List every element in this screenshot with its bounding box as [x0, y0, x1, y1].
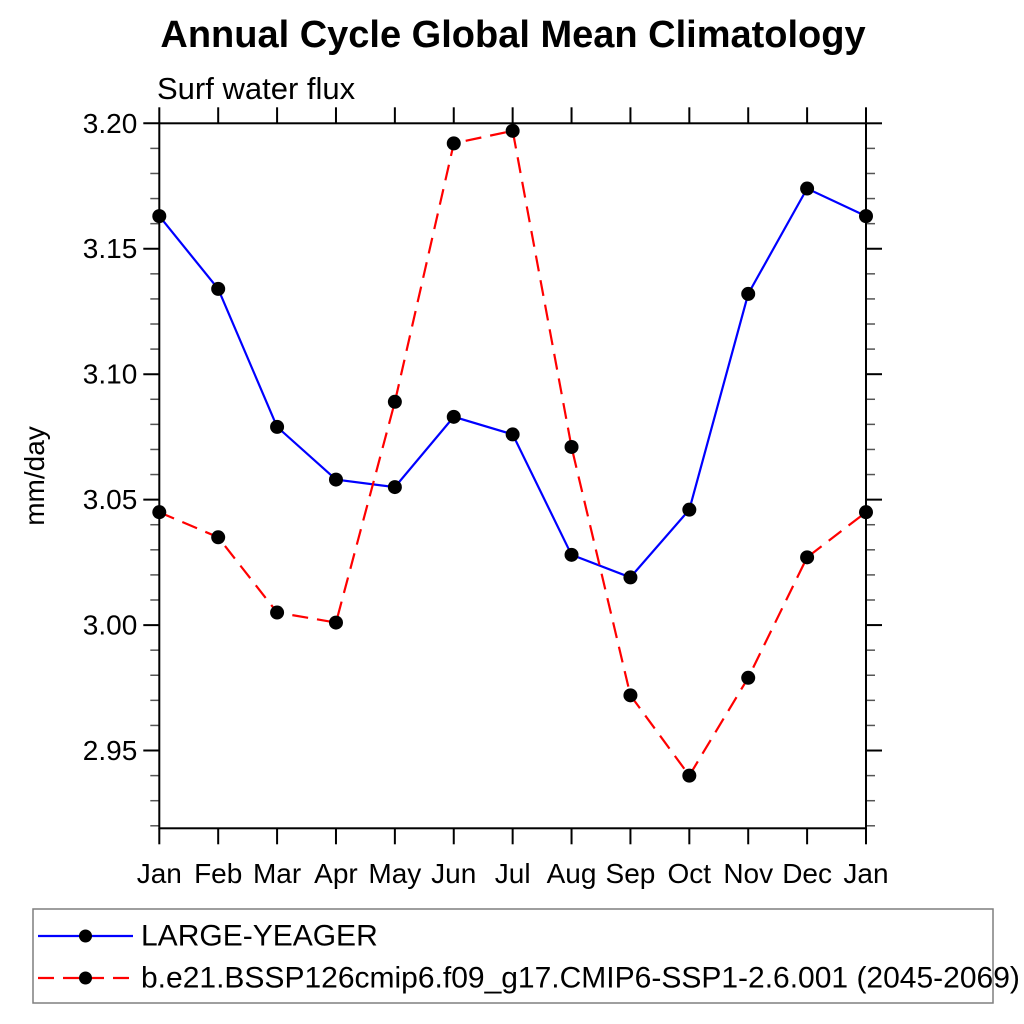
data-point-marker-0 [387, 480, 402, 495]
data-point-marker-1 [564, 439, 579, 454]
y-tick-label: 3.05 [83, 484, 138, 515]
data-point-marker-1 [152, 505, 167, 520]
data-point-marker-0 [741, 286, 756, 301]
y-axis-label: mm/day [19, 426, 50, 526]
data-point-marker-1 [446, 136, 461, 151]
legend-box [32, 908, 994, 1004]
x-tick-label: Jul [495, 858, 531, 889]
x-tick-label: May [368, 858, 421, 889]
data-point-marker-1 [682, 768, 697, 783]
plot-frame [158, 122, 868, 830]
data-point-marker-1 [270, 605, 285, 620]
x-tick-label: Jan [137, 858, 182, 889]
x-tick-label: Nov [723, 858, 773, 889]
data-point-marker-1 [505, 123, 520, 138]
data-point-marker-1 [211, 530, 226, 545]
x-tick-label: Sep [606, 858, 656, 889]
data-point-marker-1 [741, 670, 756, 685]
x-tick-label: Apr [314, 858, 358, 889]
plot-frame-layer [158, 122, 868, 830]
data-point-marker-0 [270, 419, 285, 434]
data-point-marker-0 [564, 547, 579, 562]
y-tick-label: 3.15 [83, 233, 138, 264]
data-point-marker-0 [211, 281, 226, 296]
y-tick-label: 3.00 [83, 610, 138, 641]
legend: LARGE-YEAGER b.e21.BSSP126cmip6.f09_g17.… [32, 908, 1020, 1004]
legend-sample-marker-1 [79, 971, 92, 985]
data-point-marker-1 [387, 394, 402, 409]
x-tick-label: Jan [843, 858, 888, 889]
data-point-marker-0 [446, 409, 461, 424]
data-point-marker-0 [152, 209, 167, 224]
data-point-marker-0 [682, 502, 697, 517]
data-point-marker-0 [623, 570, 638, 585]
legend-sample-marker-0 [79, 929, 92, 943]
data-point-marker-1 [859, 505, 873, 520]
y-tick-label: 3.20 [83, 108, 138, 139]
data-point-marker-0 [800, 181, 815, 196]
legend-label-ssp126: b.e21.BSSP126cmip6.f09_g17.CMIP6-SSP1-2.… [141, 962, 1020, 995]
data-point-marker-0 [505, 427, 520, 442]
x-tick-label: Aug [547, 858, 597, 889]
x-tick-label: Feb [194, 858, 242, 889]
x-tick-label: Oct [668, 858, 712, 889]
series-line-1 [158, 129, 867, 778]
y-tick-label: 3.10 [83, 359, 138, 390]
data-point-marker-1 [623, 688, 638, 703]
x-tick-label: Jun [431, 858, 476, 889]
data-point-marker-1 [800, 550, 815, 565]
series-layer [152, 123, 873, 783]
y-tick-label: 2.95 [83, 735, 138, 766]
x-tick-label: Dec [782, 858, 832, 889]
chart-title: Annual Cycle Global Mean Climatology [160, 14, 865, 56]
x-tick-label: Mar [253, 858, 301, 889]
series-line-0 [158, 187, 867, 579]
axis-ticks-layer: 2.95 3.00 3.05 3.10 3.15 3.20 Jan Feb Mar Apr May J… [83, 107, 889, 889]
legend-label-large-yeager: LARGE-YEAGER [141, 920, 378, 953]
legend-samples [38, 929, 133, 985]
data-point-marker-1 [328, 615, 343, 630]
chart-subtitle: Surf water flux [157, 71, 356, 106]
data-point-marker-0 [859, 209, 873, 224]
data-point-marker-0 [328, 472, 343, 487]
